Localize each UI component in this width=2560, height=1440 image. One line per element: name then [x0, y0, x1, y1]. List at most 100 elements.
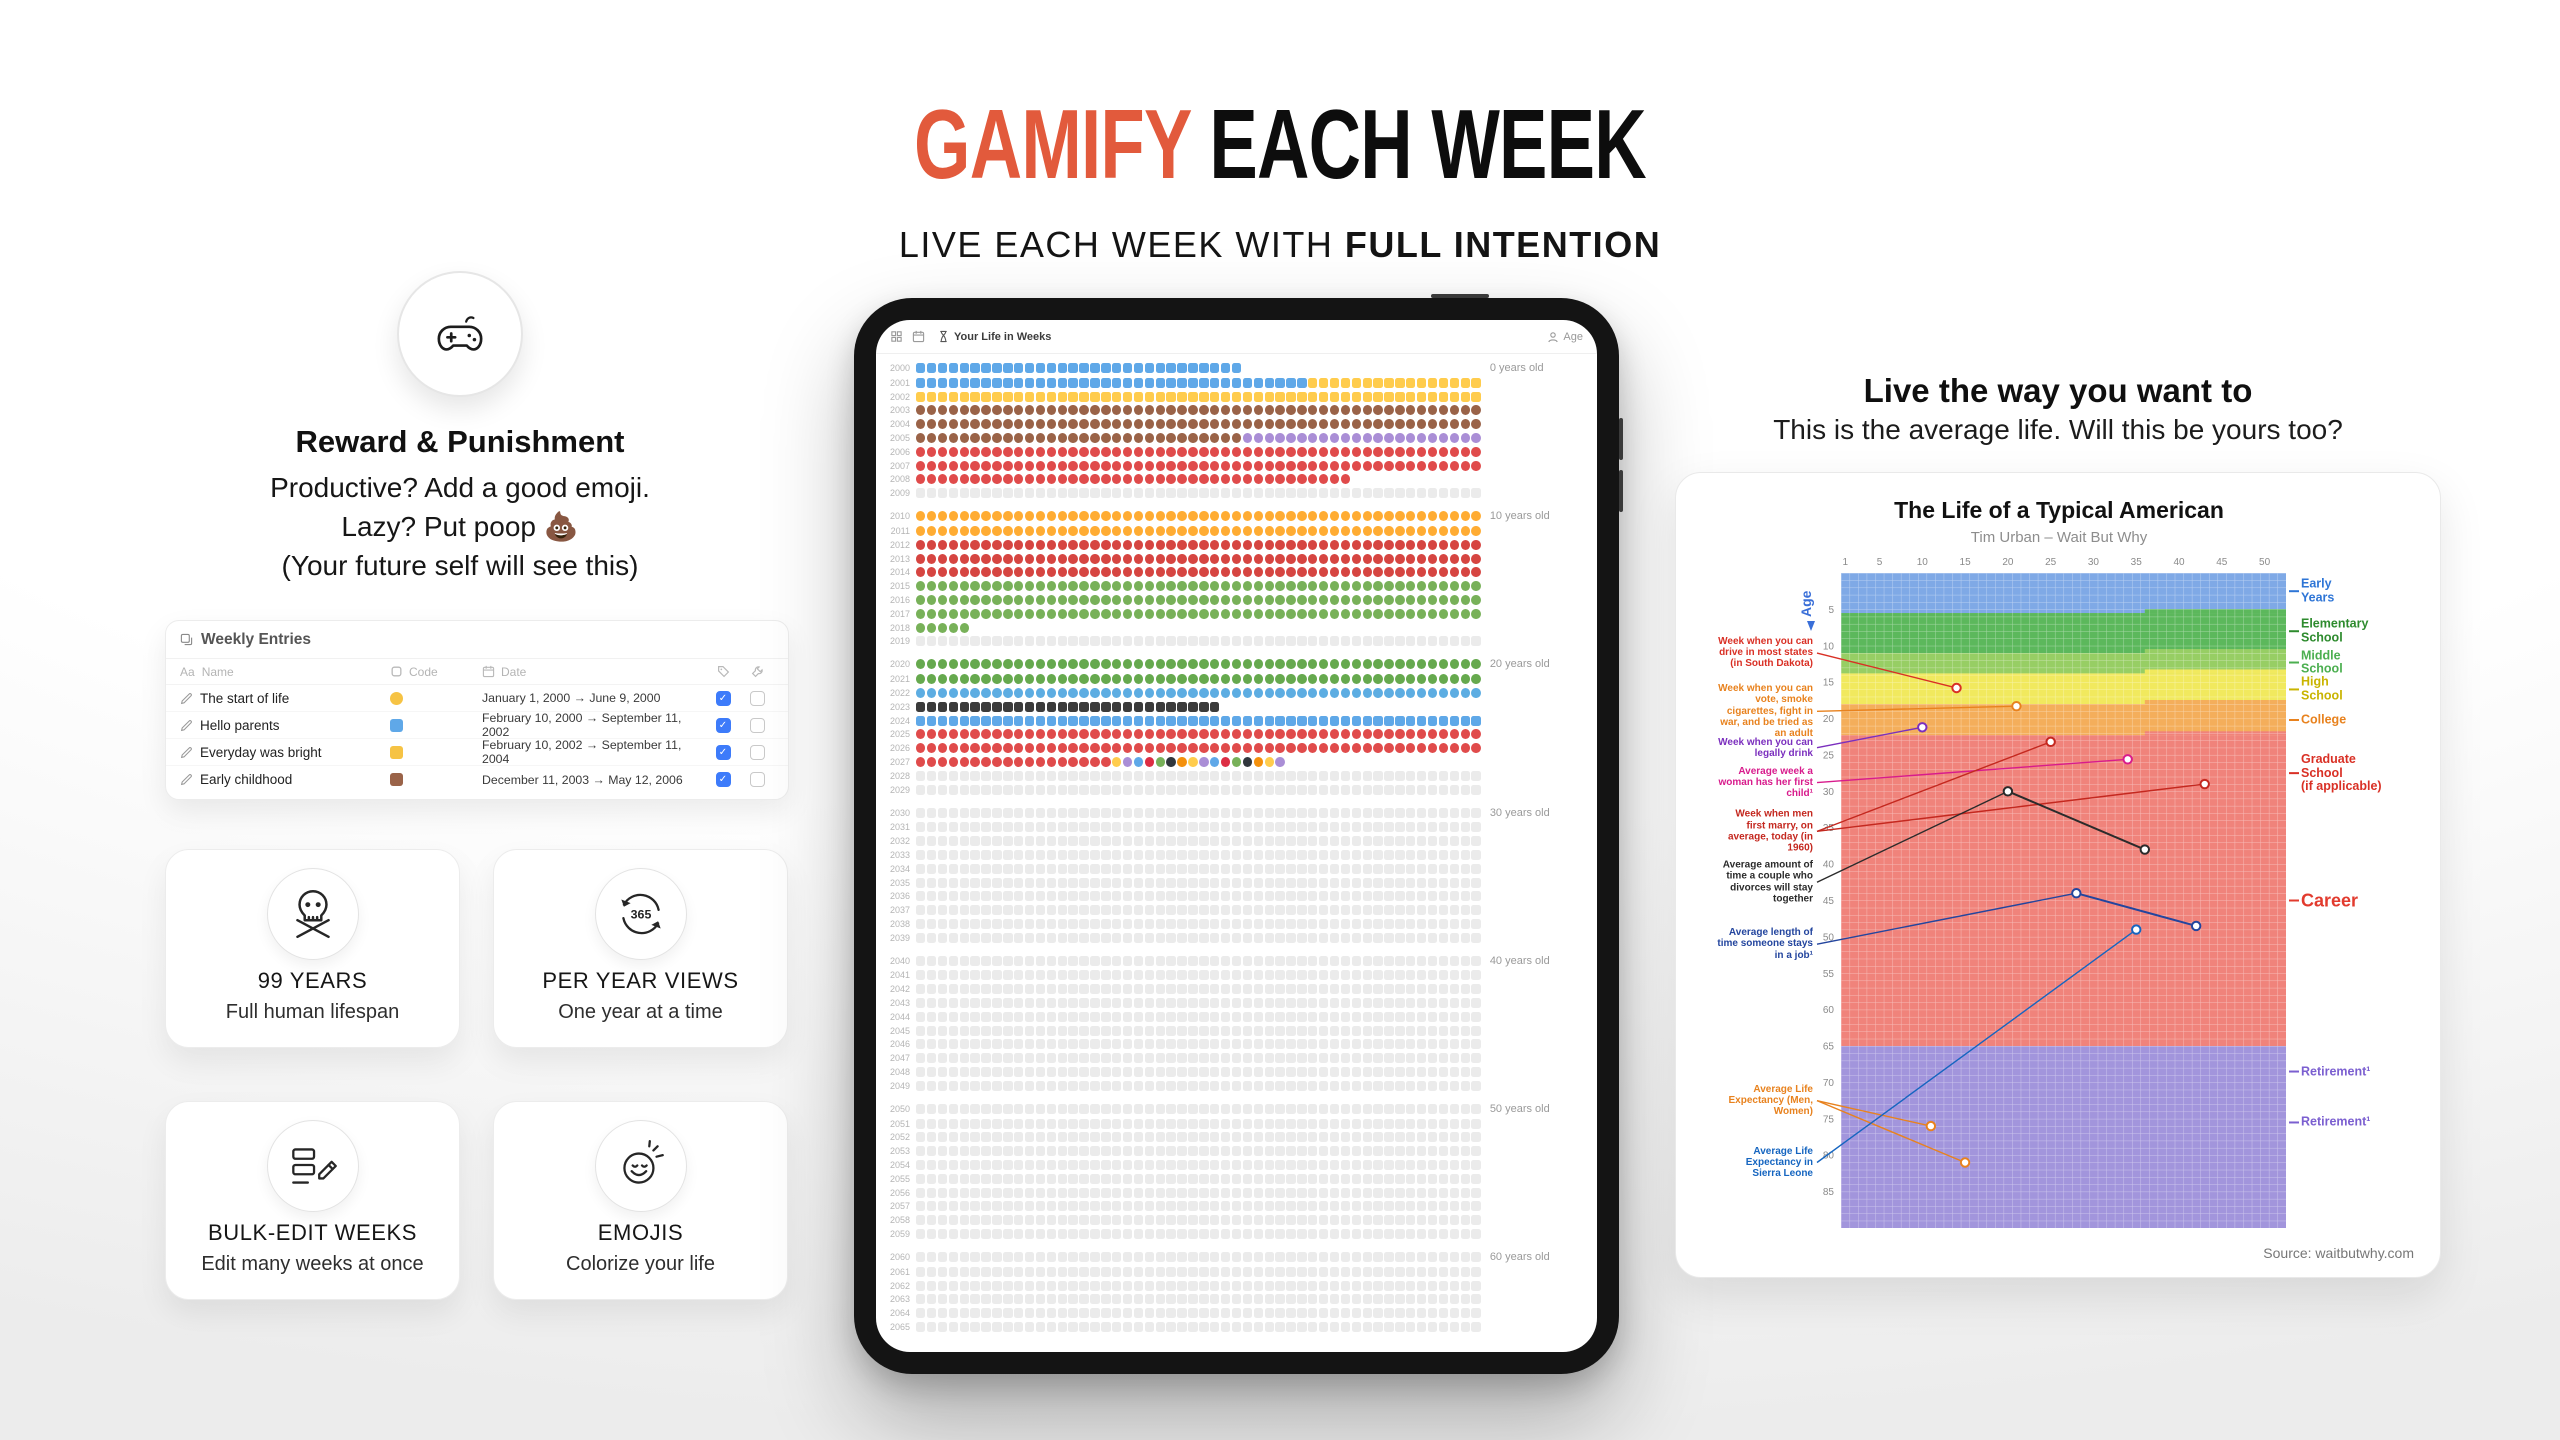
week-cell	[1057, 567, 1067, 578]
week-cell	[1297, 1229, 1307, 1240]
week-cell	[1166, 391, 1176, 402]
week-cell	[981, 1280, 991, 1291]
week-cell	[1210, 1252, 1220, 1263]
week-cell	[992, 849, 1002, 860]
week-cell	[1068, 474, 1078, 485]
week-cell	[1471, 363, 1480, 373]
checkbox-unchecked[interactable]	[749, 717, 765, 733]
week-cell	[1024, 807, 1035, 818]
week-cell	[1210, 905, 1220, 916]
week-cell	[937, 1025, 948, 1036]
week-cell	[948, 1215, 959, 1226]
week-row-2060: 2060 60 years old	[888, 1251, 1589, 1263]
checkbox-checked[interactable]: ✓	[715, 772, 731, 787]
week-cell	[1329, 446, 1340, 457]
age-toggle[interactable]: Age	[1547, 331, 1583, 343]
week-cell	[1036, 623, 1045, 633]
week-cell	[1264, 419, 1274, 430]
checkbox-unchecked[interactable]	[749, 744, 765, 760]
week-cell	[1264, 891, 1274, 902]
week-cell	[1014, 1160, 1024, 1171]
week-cell	[1068, 701, 1078, 712]
week-cell	[1177, 1146, 1187, 1157]
week-cell	[1449, 581, 1460, 592]
week-cell	[1427, 1025, 1438, 1036]
week-cell	[1460, 715, 1470, 726]
checkbox-unchecked[interactable]	[749, 690, 765, 706]
week-cell	[1166, 729, 1176, 740]
week-cell	[916, 1252, 926, 1263]
week-cell	[1035, 659, 1046, 670]
week-cell	[1133, 1173, 1144, 1184]
week-cell	[916, 1322, 926, 1333]
week-cell	[1155, 1011, 1165, 1022]
week-cell	[1057, 674, 1067, 685]
week-cell	[1112, 539, 1122, 550]
week-cell	[1384, 822, 1394, 833]
calendar-icon[interactable]	[912, 330, 925, 343]
week-cell	[1319, 363, 1328, 373]
week-cell	[1014, 1146, 1024, 1157]
week-cell	[1416, 715, 1427, 726]
table-row[interactable]: Everyday was bright February 10, 2002 → S…	[166, 738, 788, 766]
week-cell	[1003, 1103, 1013, 1114]
week-cell	[1024, 1252, 1035, 1263]
table-row[interactable]: Hello parents February 10, 2000 → Septemb…	[166, 711, 788, 739]
week-cell	[1231, 770, 1242, 781]
week-cell	[1264, 807, 1274, 818]
week-cell	[1133, 659, 1144, 670]
week-cell	[959, 488, 969, 499]
week-cell	[1318, 932, 1329, 943]
week-cell	[1242, 432, 1253, 443]
week-cell	[1308, 581, 1318, 592]
week-cell	[1286, 836, 1296, 847]
week-cell	[1329, 581, 1340, 592]
week-cell	[1144, 918, 1155, 929]
week-cell	[916, 525, 926, 536]
week-cell	[1024, 1229, 1035, 1240]
week-cell	[1427, 1187, 1438, 1198]
week-cell	[992, 432, 1002, 443]
week-cell	[1057, 419, 1067, 430]
week-cell	[1003, 391, 1013, 402]
week-cell	[1460, 636, 1470, 647]
week-cell	[1003, 460, 1013, 471]
week-cell	[937, 715, 948, 726]
week-cell	[1264, 784, 1274, 795]
grid-view-icon[interactable]	[890, 330, 903, 343]
week-cell	[926, 863, 937, 874]
week-cell	[1199, 636, 1209, 647]
table-row[interactable]: The start of life January 1, 2000 → June …	[166, 685, 788, 712]
week-cell	[1210, 474, 1220, 485]
code-chip	[390, 773, 403, 786]
week-cell	[1199, 955, 1209, 966]
week-cell	[1155, 836, 1165, 847]
week-cell	[926, 405, 937, 416]
week-cell	[1199, 1252, 1209, 1263]
week-cell	[1286, 702, 1295, 712]
week-cell	[1068, 419, 1078, 430]
week-row-2034: 2034	[888, 863, 1589, 874]
week-cell	[1220, 877, 1231, 888]
checkbox-checked[interactable]: ✓	[715, 690, 731, 706]
week-cell	[1351, 932, 1362, 943]
week-cell	[1460, 1039, 1470, 1050]
checkbox-checked[interactable]: ✓	[715, 744, 731, 760]
week-cell	[1329, 1011, 1340, 1022]
week-cell	[1024, 970, 1035, 981]
week-cell	[1155, 1025, 1165, 1036]
week-cell	[1220, 488, 1231, 499]
week-cell	[1220, 770, 1231, 781]
checkbox-checked[interactable]: ✓	[715, 717, 731, 733]
week-cell	[1427, 1011, 1438, 1022]
checkbox-unchecked[interactable]	[749, 772, 765, 787]
week-row-2061: 2061	[888, 1266, 1589, 1277]
year-label: 2046	[889, 1039, 910, 1050]
week-cell	[1308, 955, 1318, 966]
week-cell	[1471, 757, 1480, 767]
table-row[interactable]: Early childhood December 11, 2003 → May 1…	[166, 766, 788, 793]
week-cell	[1449, 1201, 1460, 1212]
week-cell	[1101, 932, 1111, 943]
year-label: 2035	[889, 877, 910, 888]
week-cell	[1122, 1201, 1133, 1212]
